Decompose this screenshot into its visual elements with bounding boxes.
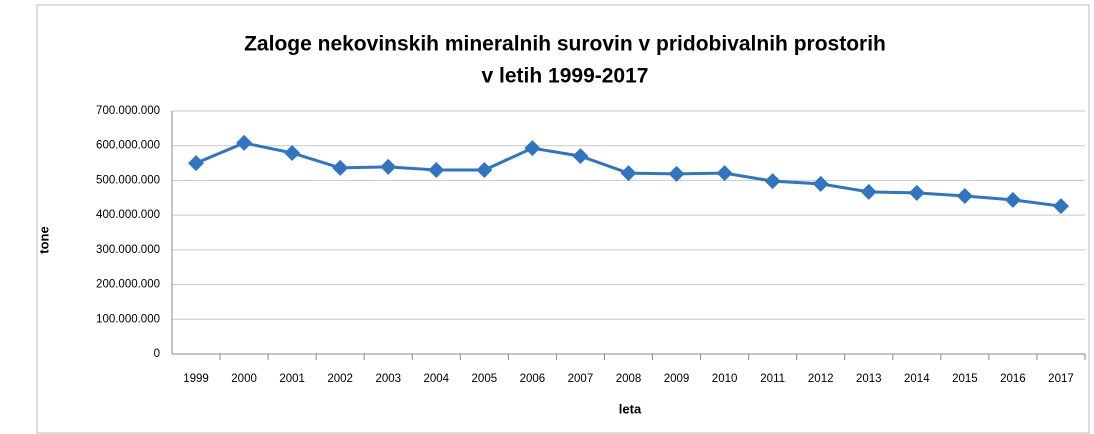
data-point xyxy=(764,173,781,190)
data-point xyxy=(812,175,829,192)
data-point xyxy=(476,162,493,179)
x-tick-label: 2005 xyxy=(472,373,498,385)
data-point xyxy=(1052,198,1069,215)
y-tick-label: 400.000.000 xyxy=(96,209,160,221)
x-tick-label: 2002 xyxy=(327,373,353,385)
x-tick-label: 2003 xyxy=(375,373,401,385)
data-point xyxy=(524,140,541,157)
data-point xyxy=(860,183,877,200)
chart-border xyxy=(36,4,1090,434)
x-tick-label: 2013 xyxy=(856,373,882,385)
y-tick-label: 300.000.000 xyxy=(96,244,160,256)
y-tick-label: 200.000.000 xyxy=(96,279,160,291)
data-point xyxy=(572,148,589,165)
data-point xyxy=(380,158,397,175)
data-point xyxy=(236,134,253,151)
y-tick-label: 600.000.000 xyxy=(96,140,160,152)
data-point xyxy=(668,165,685,182)
x-tick-label: 2010 xyxy=(712,373,738,385)
y-tick-label: 500.000.000 xyxy=(96,174,160,186)
x-tick-label: 2000 xyxy=(231,373,257,385)
x-tick-label: 2017 xyxy=(1048,373,1074,385)
x-axis-title: leta xyxy=(619,401,642,416)
x-tick-label: 2014 xyxy=(904,373,930,385)
y-axis-title: tone xyxy=(36,226,51,253)
chart-title: v letih 1999-2017 xyxy=(482,65,649,88)
data-point xyxy=(620,165,637,182)
x-tick-label: 2011 xyxy=(760,373,785,385)
data-point xyxy=(956,188,973,205)
x-tick-label: 2004 xyxy=(423,373,449,385)
x-tick-label: 2001 xyxy=(279,373,305,385)
chart-title: Zaloge nekovinskih mineralnih surovin v … xyxy=(244,33,886,56)
data-point xyxy=(428,162,445,179)
data-point xyxy=(716,165,733,182)
data-point xyxy=(1004,191,1021,208)
x-tick-label: 2006 xyxy=(520,373,546,385)
x-tick-label: 2009 xyxy=(664,373,690,385)
x-tick-label: 2012 xyxy=(808,373,834,385)
y-tick-label: 100.000.000 xyxy=(96,313,160,325)
data-point xyxy=(284,145,301,162)
y-tick-label: 700.000.000 xyxy=(96,105,160,117)
data-point xyxy=(188,155,205,172)
x-tick-label: 1999 xyxy=(183,373,209,385)
x-tick-label: 2008 xyxy=(616,373,642,385)
data-point xyxy=(332,159,349,176)
x-tick-label: 2016 xyxy=(1000,373,1026,385)
data-point xyxy=(908,184,925,201)
x-tick-label: 2015 xyxy=(952,373,978,385)
x-tick-label: 2007 xyxy=(568,373,594,385)
y-tick-label: 0 xyxy=(154,348,160,360)
